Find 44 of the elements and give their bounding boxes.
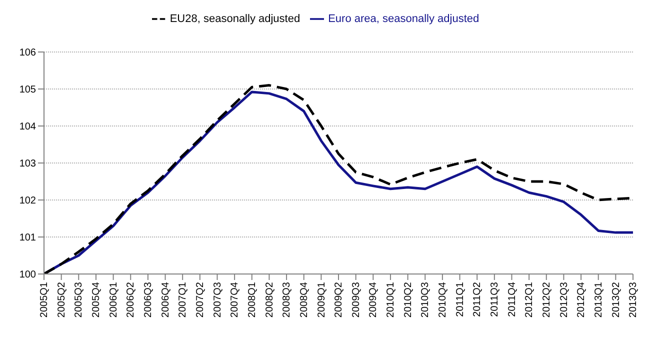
x-tick-label: 2010Q3 [420,282,432,318]
x-tick-label: 2005Q2 [56,282,68,318]
x-tick-label: 2010Q4 [438,282,449,318]
x-tick-label: 2013Q3 [628,282,640,318]
y-tick-label: 100 [19,270,36,281]
x-tick-label: 2008Q2 [264,282,276,318]
x-tick-label: 2012Q4 [576,282,588,318]
x-tick-label: 2006Q4 [160,282,172,318]
legend-label: EU28, seasonally adjusted [170,12,300,25]
x-tick-label: 2007Q4 [230,282,241,318]
x-tick-label: 2009Q2 [334,282,345,318]
y-tick-label: 102 [19,196,36,207]
x-tick-label: 2006Q3 [143,282,154,318]
x-tick-label: 2013Q1 [593,282,604,318]
x-tick-label: 2013Q2 [610,282,622,318]
x-tick-label: 2005Q4 [91,282,102,318]
legend-label: Euro area, seasonally adjusted [328,12,480,25]
x-tick-label: 2012Q3 [558,282,570,318]
x-tick-label: 2007Q2 [195,282,206,318]
y-tick-label: 101 [19,232,36,244]
x-tick-label: 2011Q2 [472,282,484,317]
x-tick-label: 2006Q1 [108,282,120,318]
x-tick-label: 2011Q1 [454,282,466,317]
x-tick-label: 2008Q3 [282,282,293,318]
x-tick-label: 2011Q4 [506,282,518,317]
x-tick-label: 2010Q2 [402,282,414,318]
x-tick-label: 2007Q1 [178,282,189,318]
x-tick-label: 2009Q1 [316,282,328,318]
y-tick-label: 106 [19,48,36,59]
x-tick-label: 2009Q4 [368,282,380,318]
x-tick-label: 2008Q1 [246,282,258,318]
x-tick-label: 2010Q1 [386,282,397,318]
x-tick-label: 2006Q2 [126,282,137,318]
y-tick-label: 105 [19,84,36,96]
y-tick-label: 103 [19,158,36,170]
y-tick-label: 104 [19,122,36,133]
x-tick-label: 2007Q3 [212,282,224,318]
x-tick-label: 2008Q4 [298,282,310,318]
x-tick-label: 2012Q1 [524,282,536,318]
x-tick-label: 2005Q3 [74,282,85,318]
x-tick-label: 2005Q1 [39,282,50,318]
x-tick-label: 2009Q3 [350,282,362,318]
x-tick-label: 2011Q3 [490,282,501,317]
x-tick-label: 2012Q2 [541,282,552,318]
